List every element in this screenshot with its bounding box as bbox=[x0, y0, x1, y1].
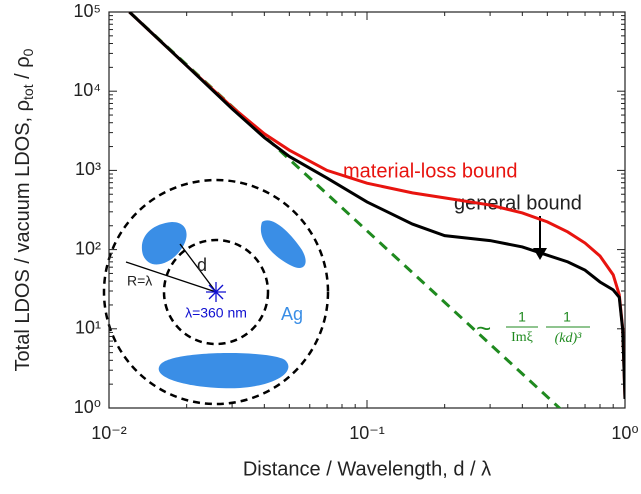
series-line bbox=[128, 12, 562, 408]
y-tick-label: 10⁵ bbox=[74, 1, 101, 21]
inset-label: Ag bbox=[281, 304, 303, 324]
ag-particle bbox=[260, 220, 306, 269]
inset-label: d bbox=[197, 255, 207, 275]
series-line bbox=[128, 12, 625, 400]
x-tick-label: 10⁻¹ bbox=[349, 423, 385, 443]
inner-circle bbox=[162, 238, 270, 346]
y-tick-label: 10² bbox=[75, 238, 101, 258]
series-line bbox=[128, 12, 625, 400]
series-label: material-loss bound bbox=[343, 160, 518, 182]
y-tick-label: 10³ bbox=[75, 159, 101, 179]
ag-particle bbox=[158, 353, 289, 389]
y-label-part: / ρ bbox=[12, 56, 34, 84]
x-axis-label: Distance / Wavelength, d / λ bbox=[243, 458, 491, 480]
y-tick-label: 10⁴ bbox=[73, 80, 101, 100]
dipole bbox=[206, 282, 226, 302]
y-label-part: Total LDOS / vacuum LDOS, ρ bbox=[12, 100, 34, 371]
formula-part: 1 bbox=[563, 309, 571, 325]
ag-particle bbox=[141, 222, 187, 265]
formula: ~ 1 Imξ 1 (kd)³ bbox=[476, 309, 590, 346]
x-tick-label: 10⁻² bbox=[91, 423, 127, 443]
formula-part: Imξ bbox=[511, 330, 533, 345]
y-label-part: tot bbox=[20, 84, 36, 100]
x-tick-label: 10⁰ bbox=[611, 423, 638, 443]
y-label-part: 0 bbox=[20, 48, 36, 56]
formula-part: 1 bbox=[518, 309, 526, 325]
formula-part: (kd)³ bbox=[555, 331, 583, 346]
radius-line bbox=[125, 261, 217, 293]
inset-label: λ=360 nm bbox=[185, 305, 247, 321]
distance-line bbox=[179, 243, 217, 293]
y-axis-label: Total LDOS / vacuum LDOS, ρtot / ρ0 bbox=[12, 48, 35, 371]
outer-circle bbox=[102, 178, 330, 406]
inset: d R=λ Ag λ=360 nm bbox=[102, 178, 330, 406]
inset-label: R=λ bbox=[127, 273, 152, 289]
series-label: general bound bbox=[454, 192, 582, 214]
y-tick-label: 10⁰ bbox=[74, 397, 101, 417]
y-tick-label: 10¹ bbox=[75, 318, 101, 338]
